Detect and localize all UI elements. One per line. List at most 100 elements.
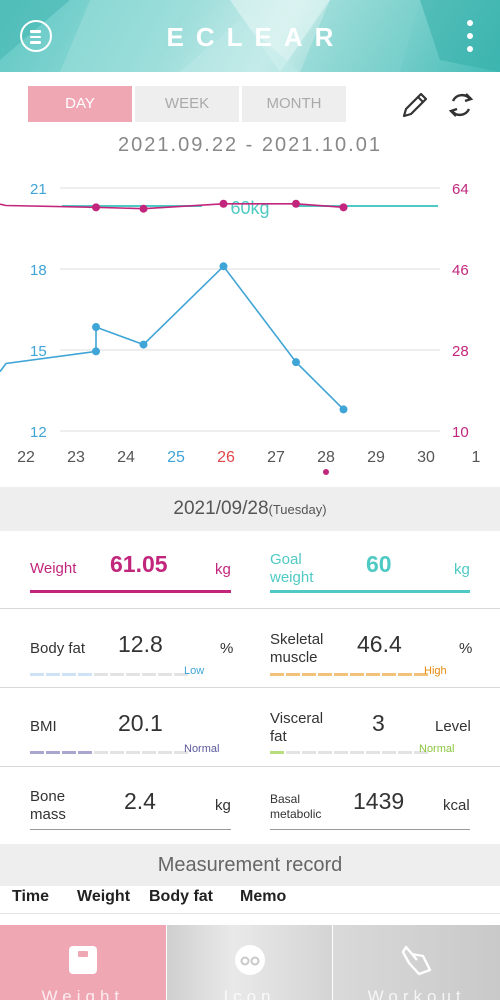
body-fat-series-line — [0, 265, 345, 410]
y-tick-left: 18 — [30, 262, 47, 279]
y-tick-right: 28 — [452, 343, 469, 360]
level-segment — [334, 751, 348, 754]
level-segment — [318, 673, 332, 676]
pencil-icon[interactable] — [398, 88, 432, 122]
nav-icon-tab[interactable]: Icon — [166, 925, 333, 1000]
basal-metabolic-value: 1439 — [353, 788, 405, 814]
tab-month[interactable]: MONTH — [242, 86, 346, 122]
date-range: 2021.09.22 - 2021.10.01 — [118, 134, 382, 156]
menu-icon[interactable] — [20, 20, 52, 52]
skeletal-muscle-status: High — [424, 665, 447, 677]
goal-weight-underline — [270, 590, 470, 593]
sync-icon[interactable] — [444, 88, 478, 122]
visceral-fat-value: 3 — [372, 710, 385, 736]
visceral-fat-unit: Level — [435, 718, 471, 735]
scale-icon — [69, 946, 97, 974]
nav-workout-label: Workout — [367, 987, 466, 1000]
visceral-fat-level-bar — [270, 751, 428, 754]
level-segment — [142, 751, 156, 754]
weight-point — [339, 203, 348, 212]
body-fat-status: Low — [184, 665, 205, 677]
tab-week[interactable]: WEEK — [135, 86, 239, 122]
bmi-level-bar — [30, 751, 188, 754]
weight-series-line — [0, 203, 344, 210]
bottom-navigation: Weight Icon Workout — [0, 925, 500, 1000]
level-segment — [174, 751, 188, 754]
y-tick-right: 10 — [452, 424, 469, 441]
selected-date-bar: 2021/09/28(Tuesday) — [0, 487, 500, 531]
nav-weight[interactable]: Weight — [0, 925, 166, 1000]
x-tick: 27 — [267, 449, 285, 466]
x-tick: 1 — [472, 449, 481, 466]
face-icon — [234, 945, 265, 975]
selected-date: 2021/09/28 — [173, 498, 269, 519]
level-segment — [318, 751, 332, 754]
column-header-time[interactable]: Time — [12, 888, 50, 905]
body-fat-unit: % — [220, 640, 234, 657]
bmi-label: BMI — [30, 718, 57, 735]
more-vertical-icon[interactable] — [466, 20, 474, 54]
x-tick: 25 — [167, 449, 185, 466]
level-segment — [126, 751, 140, 754]
basal-metabolic-label: Basal metabolic — [270, 792, 322, 821]
level-segment — [414, 751, 428, 754]
weight-underline — [30, 590, 231, 593]
column-header-weight[interactable]: Weight — [77, 888, 131, 905]
level-segment — [270, 673, 284, 676]
level-segment — [46, 673, 60, 676]
level-segment — [286, 673, 300, 676]
y-tick-left: 12 — [30, 424, 47, 441]
level-segment — [62, 673, 76, 676]
body-fat-label: Body fat — [30, 640, 86, 657]
level-segment — [94, 673, 108, 676]
level-segment — [78, 751, 92, 754]
level-segment — [174, 673, 188, 676]
goal-weight-label: Goal weight — [270, 551, 314, 586]
body-fat-point — [292, 358, 300, 367]
weight-point — [292, 199, 300, 208]
bmi-value: 20.1 — [118, 710, 163, 736]
level-segment — [414, 673, 428, 676]
level-segment — [110, 751, 124, 754]
level-segment — [366, 751, 380, 754]
column-header-memo[interactable]: Memo — [240, 888, 287, 905]
weight-chart[interactable]: 21 64 18 46 15 28 12 10 60kg 22 23 24 25 26 27 28 29 30 1 — [0, 170, 500, 480]
level-segment — [270, 751, 284, 754]
y-tick-right: 64 — [452, 181, 469, 198]
bone-mass-label: Bone mass — [30, 788, 66, 823]
level-segment — [382, 751, 396, 754]
level-segment — [142, 673, 156, 676]
tab-day[interactable]: DAY — [28, 86, 132, 122]
nav-workout[interactable]: Workout — [333, 925, 500, 1000]
skeletal-muscle-value: 46.4 — [357, 631, 402, 657]
level-segment — [398, 751, 412, 754]
level-segment — [366, 673, 380, 676]
level-segment — [398, 673, 412, 676]
divider — [0, 913, 500, 914]
column-header-body-fat[interactable]: Body fat — [149, 888, 213, 905]
app-header: ECLEAR — [0, 0, 500, 72]
selected-weekday: (Tuesday) — [268, 502, 327, 517]
workout-icon — [402, 945, 432, 976]
x-tick: 24 — [117, 449, 135, 466]
bone-mass-underline — [30, 829, 231, 830]
body-fat-value: 12.8 — [118, 631, 163, 657]
level-segment — [62, 751, 76, 754]
nav-weight-label: Weight — [41, 987, 125, 1000]
weight-label: Weight — [30, 560, 77, 577]
divider — [0, 687, 500, 688]
level-segment — [126, 673, 140, 676]
x-tick: 28 — [317, 449, 335, 466]
level-segment — [350, 751, 364, 754]
divider — [0, 608, 500, 609]
y-tick-right: 46 — [452, 262, 469, 279]
bone-mass-value: 2.4 — [124, 788, 156, 814]
level-segment — [78, 673, 92, 676]
period-tabs: DAY WEEK MONTH — [28, 86, 349, 122]
x-tick: 26 — [217, 449, 235, 466]
goal-weight-value[interactable]: 60 — [366, 551, 392, 577]
skeletal-muscle-level-bar — [270, 673, 428, 676]
body-fat-point — [219, 262, 228, 271]
basal-metabolic-unit: kcal — [443, 797, 470, 814]
level-segment — [334, 673, 348, 676]
